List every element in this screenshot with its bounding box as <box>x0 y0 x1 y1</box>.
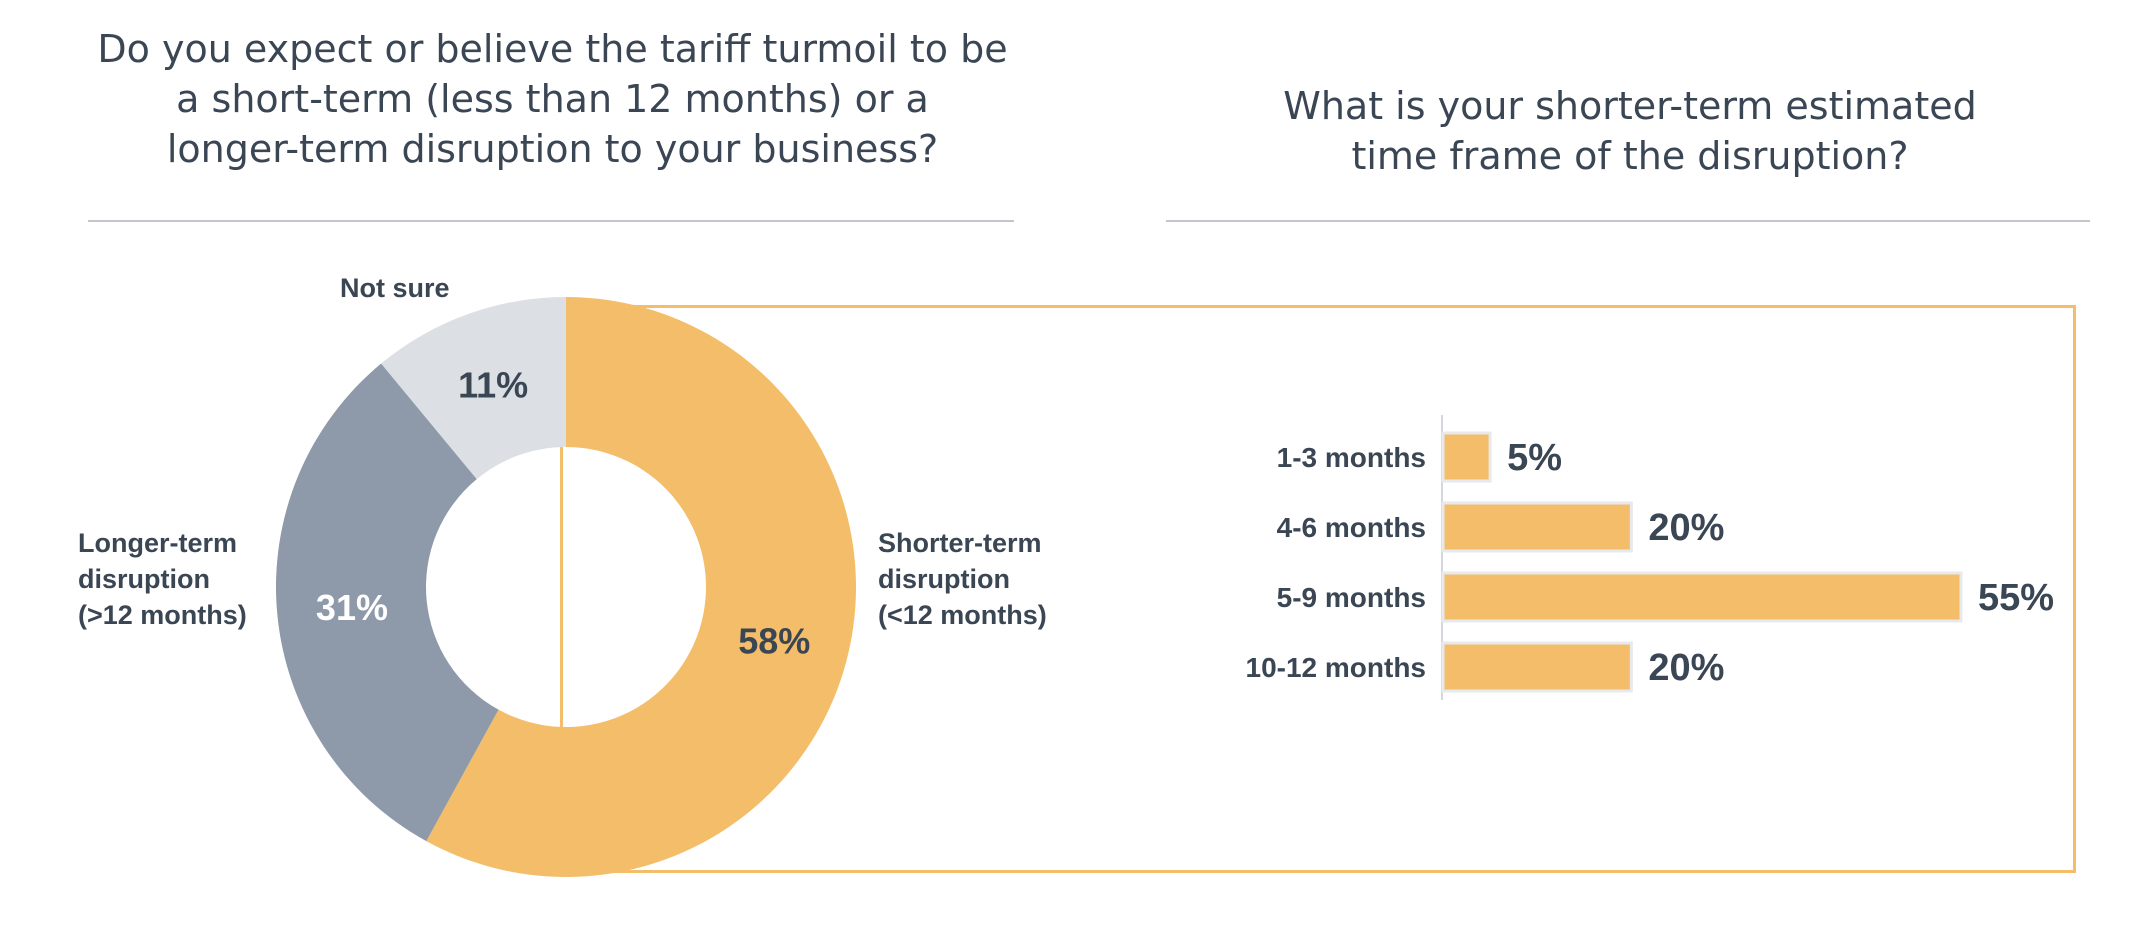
right-title-line-2: time frame of the disruption? <box>1351 134 1909 178</box>
donut-value-label: 31% <box>316 587 388 628</box>
donut-value-label: 11% <box>458 365 528 406</box>
bar <box>1441 641 1633 693</box>
donut-slice <box>381 297 566 480</box>
bar <box>1441 431 1492 483</box>
donut-category-label: Not sure <box>340 273 450 303</box>
donut-value-label: 58% <box>738 620 810 661</box>
bar-category-label: 5-9 months <box>1277 582 1426 613</box>
bar <box>1441 571 1963 623</box>
donut-category-label: Longer-term disruption (>12 months) <box>78 528 247 630</box>
left-title-divider <box>88 220 1014 222</box>
left-title-line-3: longer-term disruption to your business? <box>166 127 939 171</box>
donut-slice <box>426 297 856 877</box>
right-title-divider <box>1166 220 2090 222</box>
left-title-line-1: Do you expect or believe the tariff turm… <box>97 27 1008 71</box>
left-title-line-2: a short-term (less than 12 months) or a <box>176 77 929 121</box>
bar-value-label: 20% <box>1648 647 1724 689</box>
bar-value-label: 5% <box>1507 437 1562 479</box>
bar-category-label: 1-3 months <box>1277 442 1426 473</box>
right-title-line-1: What is your shorter-term estimated <box>1283 84 1977 128</box>
bar-category-label: 4-6 months <box>1277 512 1426 543</box>
bar-value-label: 20% <box>1648 507 1724 549</box>
donut-slice <box>275 363 499 842</box>
callout-box <box>560 305 2076 873</box>
bar <box>1441 501 1633 553</box>
donut-category-label: Shorter-term disruption (<12 months) <box>878 528 1047 630</box>
right-chart-title: What is your shorter-term estimated time… <box>1170 81 2090 181</box>
bar-category-label: 10-12 months <box>1246 652 1427 683</box>
bar-value-label: 55% <box>1978 577 2054 619</box>
left-chart-title: Do you expect or believe the tariff turm… <box>40 24 1065 174</box>
